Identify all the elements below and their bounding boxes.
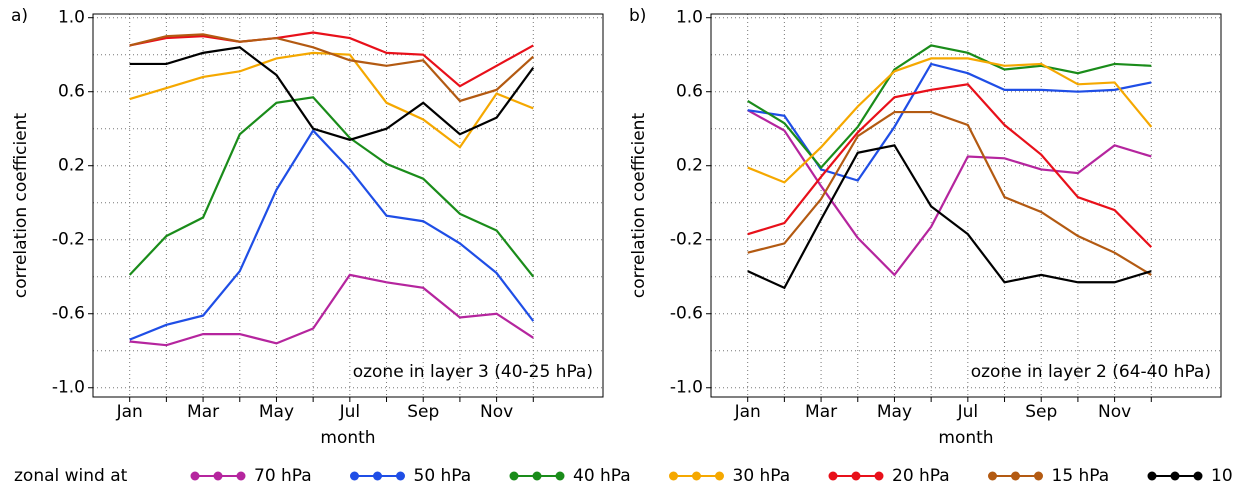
legend-marker [988, 471, 997, 481]
series-line [747, 83, 1153, 248]
legend-marker [715, 471, 724, 481]
y-tick-label: 1.0 [58, 8, 85, 28]
y-tick-label: 0.6 [58, 82, 85, 102]
series-line [129, 128, 535, 341]
legend-marker [1034, 471, 1043, 481]
x-tick-label: Jan [734, 402, 761, 422]
y-axis-title: correlation coefficient [11, 113, 31, 299]
legend-marker [190, 471, 200, 481]
legend-label: 40 hPa [573, 466, 631, 486]
x-tick-label: Jul [339, 402, 361, 422]
legend-marker [1193, 471, 1203, 481]
legend-marker [669, 471, 678, 481]
legend-marker [1170, 471, 1180, 481]
legend-marker [851, 471, 861, 481]
y-tick-label: -1.0 [52, 378, 85, 398]
x-tick-label: May [877, 402, 912, 422]
legend-marker [1011, 471, 1020, 481]
panel-label: a) [11, 6, 28, 26]
series-line [129, 46, 535, 141]
legend-marker [692, 471, 701, 481]
series-line [747, 109, 1152, 277]
x-tick-label: Nov [480, 402, 513, 422]
x-tick-label: Jan [116, 402, 143, 422]
plot-frame [710, 13, 1222, 398]
x-tick-label: Nov [1098, 402, 1131, 422]
legend-label: 15 hPa [1052, 466, 1110, 486]
legend-label: 70 hPa [254, 466, 312, 486]
y-tick-label: 1.0 [676, 8, 703, 28]
legend-marker [1147, 471, 1157, 481]
series-line [129, 51, 534, 149]
legend-title: zonal wind at [14, 466, 128, 486]
y-tick-label: -0.6 [52, 304, 85, 324]
series-line [747, 144, 1152, 290]
legend-marker [350, 471, 359, 481]
x-tick-label: May [259, 402, 294, 422]
x-tick-label: Mar [805, 402, 837, 422]
x-tick-label: Sep [407, 402, 439, 422]
y-axis-title: correlation coefficient [629, 113, 649, 299]
plot-frame [92, 13, 604, 398]
y-tick-label: -0.2 [52, 230, 85, 250]
legend-marker [236, 471, 246, 481]
y-tick-label: 0.6 [676, 82, 703, 102]
x-axis-title: month [938, 428, 993, 448]
series-line [747, 57, 1153, 184]
y-tick-label: 0.2 [58, 156, 85, 176]
series-line [128, 96, 535, 278]
legend-marker [509, 471, 519, 481]
series-line [129, 31, 534, 88]
series-line [129, 33, 535, 103]
series-line [747, 110, 1152, 276]
legend-marker [396, 471, 405, 481]
panel-label: b) [629, 6, 646, 26]
x-tick-label: Mar [187, 402, 219, 422]
legend-marker [874, 471, 884, 481]
y-tick-label: 0.2 [676, 156, 703, 176]
legend-label: 30 hPa [733, 466, 791, 486]
series-line [747, 44, 1152, 170]
legend-marker [373, 471, 382, 481]
legend-marker [828, 471, 838, 481]
legend-label: 50 hPa [414, 466, 472, 486]
y-tick-label: -0.6 [670, 304, 703, 324]
annotation: ozone in layer 3 (40-25 hPa) [353, 362, 593, 382]
legend-marker [213, 471, 223, 481]
x-tick-label: Jul [957, 402, 979, 422]
y-tick-label: -1.0 [670, 378, 703, 398]
series-line [129, 273, 534, 347]
legend-marker [555, 471, 565, 481]
x-tick-label: Sep [1025, 402, 1057, 422]
legend-label: 20 hPa [892, 466, 950, 486]
y-tick-label: -0.2 [670, 230, 703, 250]
x-axis-title: month [320, 428, 375, 448]
annotation: ozone in layer 2 (64-40 hPa) [971, 362, 1211, 382]
legend-marker [532, 471, 542, 481]
legend-label: 10 hPa [1211, 466, 1233, 486]
